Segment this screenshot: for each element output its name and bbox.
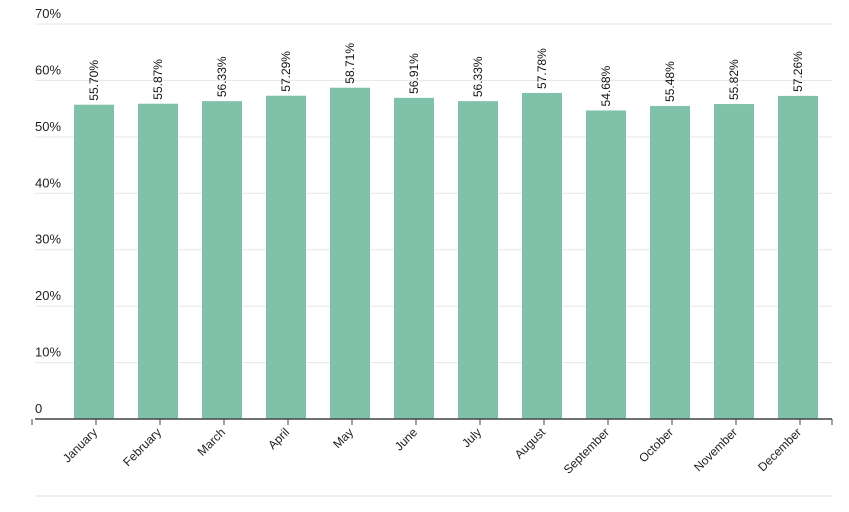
- bar-march: [202, 101, 242, 420]
- bar-august: [522, 92, 562, 419]
- x-tick-label-november: November: [691, 425, 740, 474]
- bar-september: [586, 110, 626, 419]
- data-label-september: 54.68%: [599, 65, 613, 106]
- y-tick-label: 20%: [35, 288, 61, 303]
- x-tick-label-april: April: [265, 425, 292, 452]
- x-tick-label-december: December: [755, 425, 804, 474]
- bar-january: [74, 104, 114, 419]
- x-tick-label-july: July: [459, 425, 484, 450]
- y-tick-label: 40%: [35, 175, 61, 190]
- x-tick-label-may: May: [330, 425, 356, 451]
- x-tick-label-february: February: [120, 425, 164, 469]
- data-label-january: 55.70%: [87, 60, 101, 101]
- data-label-february: 55.87%: [151, 59, 165, 100]
- data-label-december: 57.26%: [791, 51, 805, 92]
- bar-october: [650, 105, 690, 419]
- data-label-july: 56.33%: [471, 56, 485, 97]
- y-tick-label: 0: [35, 401, 42, 416]
- bars-layer: [74, 87, 818, 420]
- bar-february: [138, 103, 178, 419]
- bar-may: [330, 87, 370, 419]
- y-tick-label: 30%: [35, 232, 61, 247]
- bar-july: [458, 101, 498, 420]
- x-tick-label-september: September: [561, 425, 612, 476]
- data-label-november: 55.82%: [727, 59, 741, 100]
- x-tick-label-june: June: [392, 425, 421, 454]
- y-tick-label: 10%: [35, 345, 61, 360]
- data-label-march: 56.33%: [215, 56, 229, 97]
- y-tick-label: 60%: [35, 62, 61, 77]
- y-tick-label: 70%: [35, 6, 61, 21]
- data-label-may: 58.71%: [343, 43, 357, 84]
- x-tick-label-march: March: [195, 425, 228, 458]
- x-tick-label-october: October: [636, 425, 676, 465]
- data-label-april: 57.29%: [279, 51, 293, 92]
- data-label-october: 55.48%: [663, 61, 677, 102]
- bar-june: [394, 97, 434, 420]
- bar-december: [778, 95, 818, 419]
- x-tick-label-january: January: [60, 425, 100, 465]
- y-tick-label: 50%: [35, 119, 61, 134]
- axis-layer: [31, 418, 833, 497]
- data-label-august: 57.78%: [535, 48, 549, 89]
- x-tick-label-august: August: [512, 425, 549, 462]
- data-label-june: 56.91%: [407, 53, 421, 94]
- bar-november: [714, 104, 754, 419]
- bar-april: [266, 95, 306, 420]
